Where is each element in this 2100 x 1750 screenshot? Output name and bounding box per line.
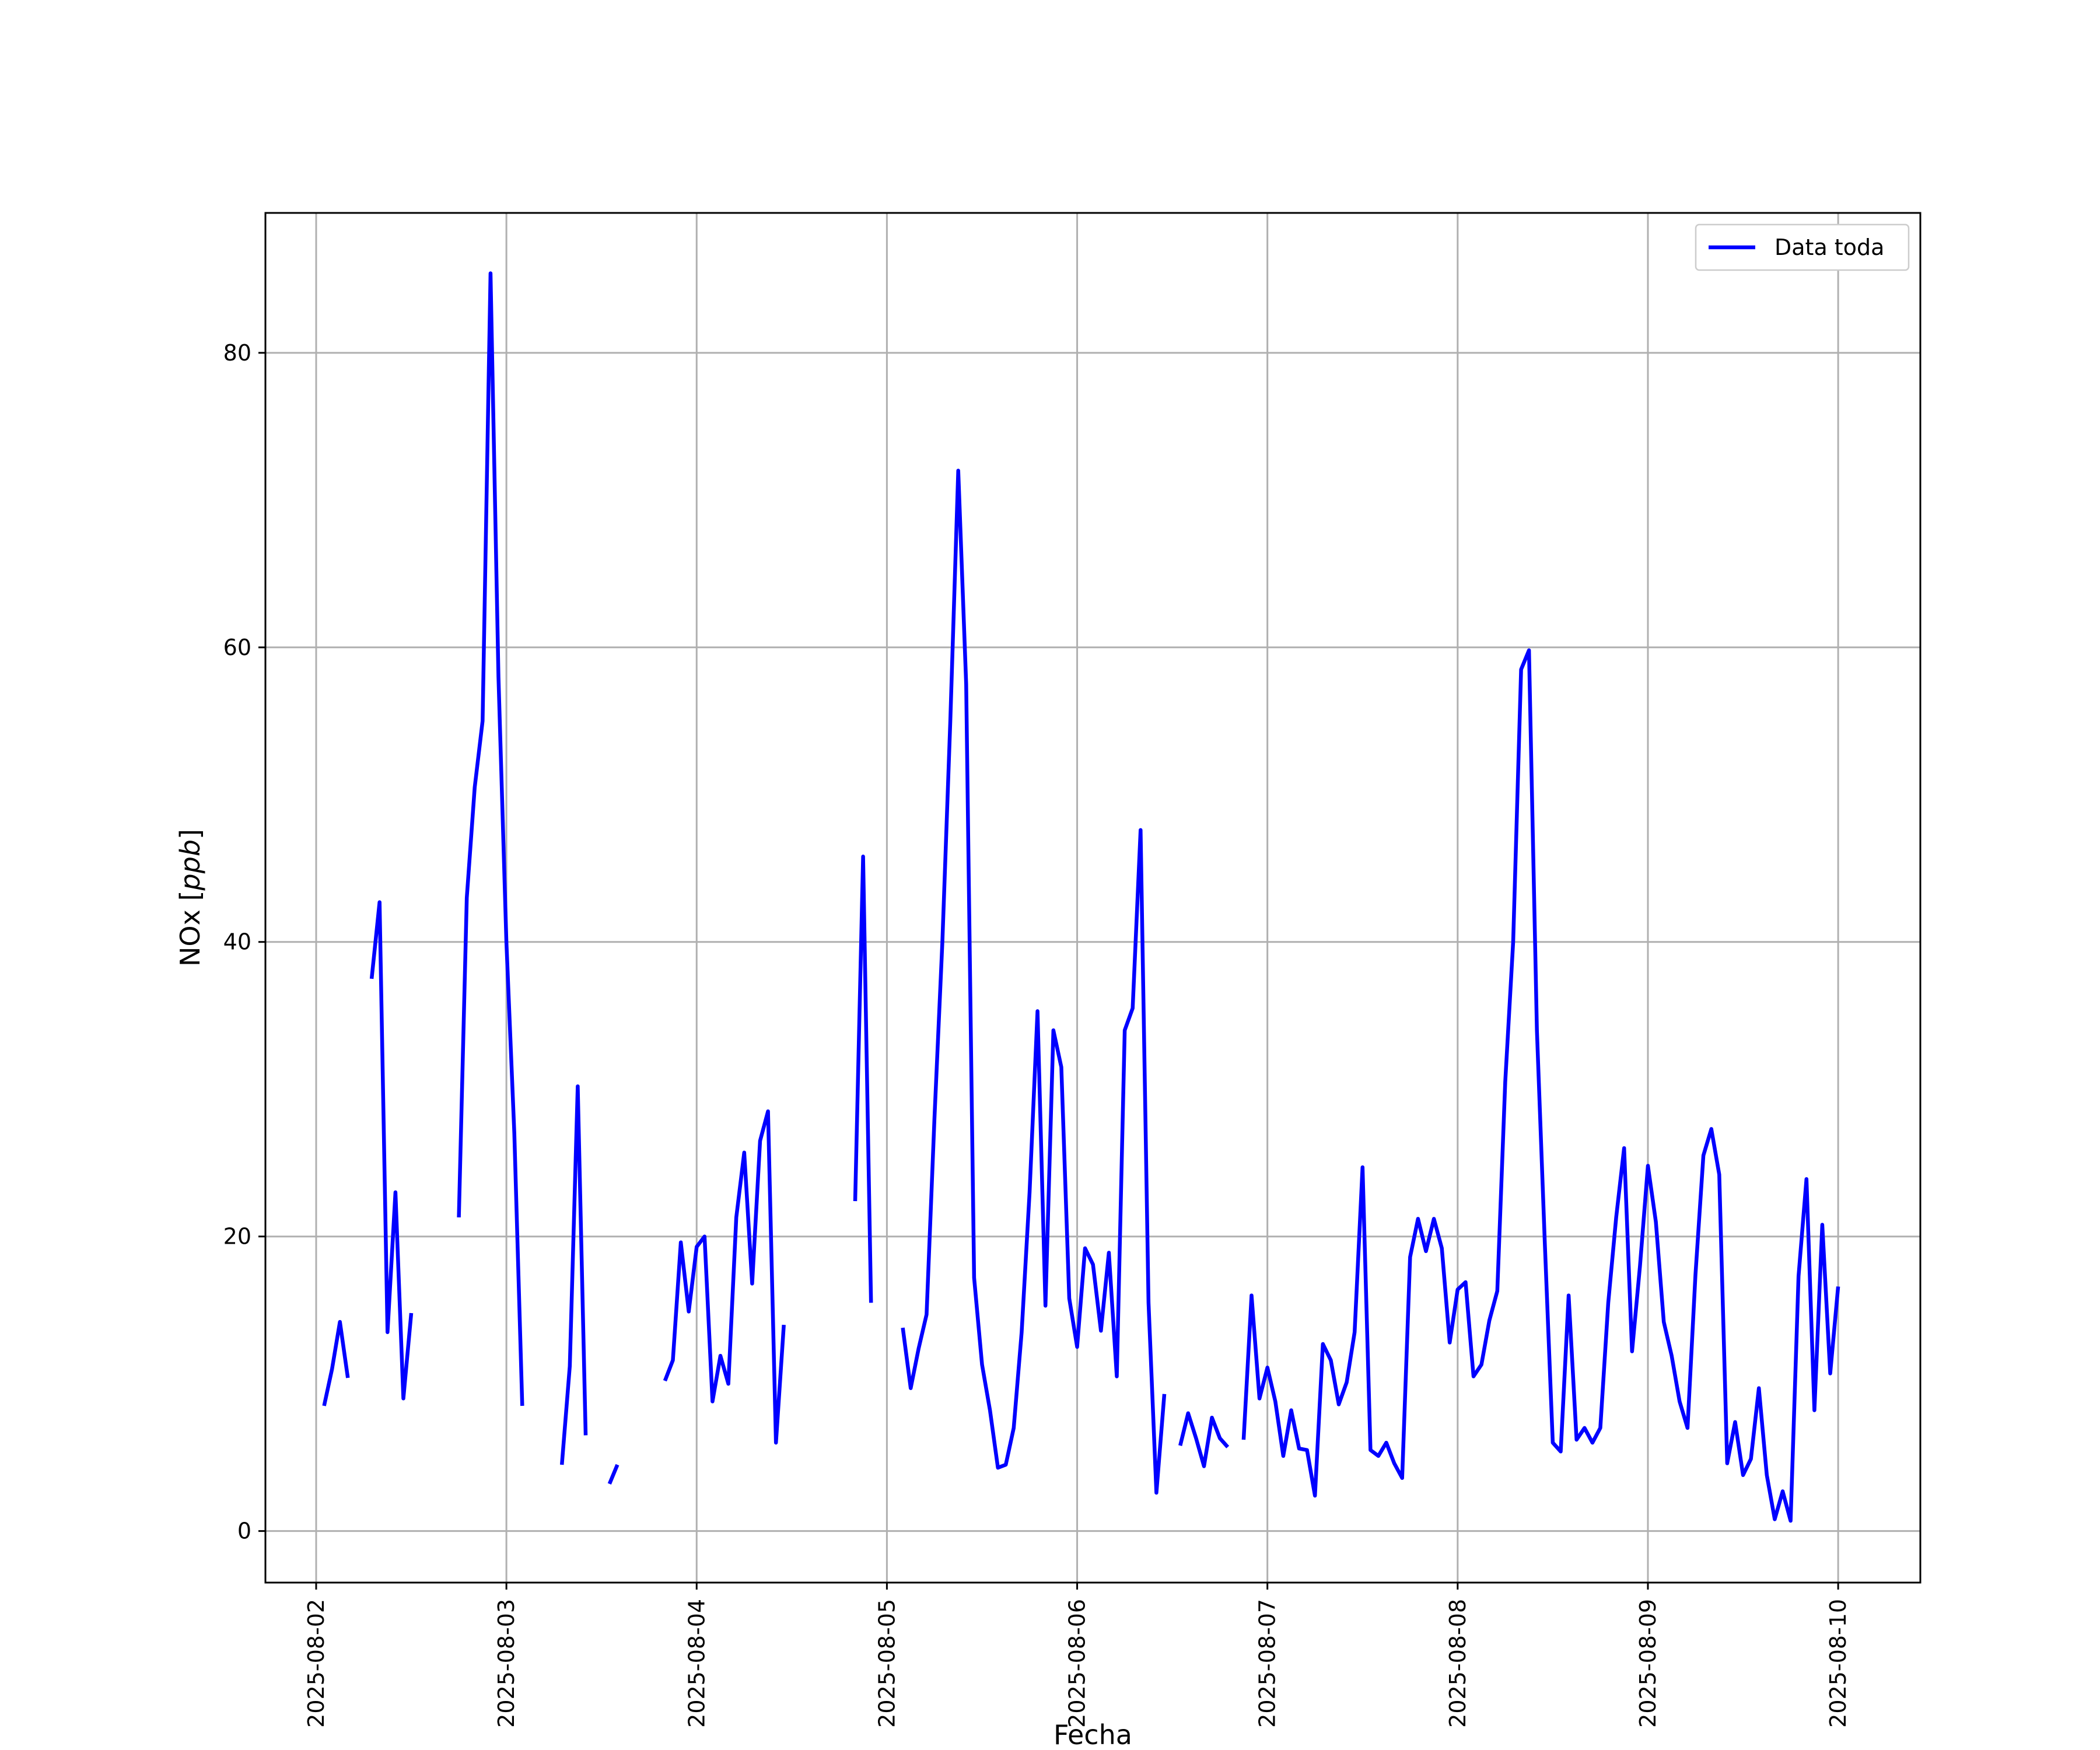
x-tick-label: 2025-08-02	[303, 1599, 329, 1728]
series-line-segment	[322, 1320, 350, 1406]
y-axis-label: NOx [ppb]	[174, 829, 206, 967]
plot-frame	[264, 212, 1922, 1584]
x-tick-label: 2025-08-03	[494, 1599, 519, 1728]
axis-ticks: 2025-08-02 2025-08-03 2025-08-04 2025-08-05…	[223, 340, 1851, 1728]
x-axis-label: Fecha	[1054, 1719, 1132, 1750]
series-line-segment	[901, 468, 1167, 1495]
x-tick-label: 2025-08-04	[684, 1599, 709, 1728]
y-axis-label-suffix: ]	[174, 829, 206, 839]
y-tick-label: 0	[237, 1518, 251, 1544]
x-tick-label: 2025-08-07	[1255, 1599, 1280, 1728]
x-tick-label: 2025-08-09	[1635, 1599, 1661, 1728]
y-axis-label-prefix: NOx [	[174, 891, 206, 967]
x-tick-label: 2025-08-10	[1825, 1599, 1851, 1728]
series-layer	[322, 271, 1840, 1523]
y-tick-label: 20	[223, 1224, 251, 1250]
series-line-segment	[607, 1464, 620, 1485]
legend-box	[1695, 223, 1910, 271]
x-tick-label: 2025-08-08	[1445, 1599, 1471, 1728]
series-line-segment	[1241, 648, 1840, 1523]
series-line-segment	[663, 1109, 786, 1445]
legend-label-data-toda: Data toda	[1774, 235, 1884, 260]
y-tick-label: 80	[223, 340, 251, 366]
y-tick-label: 40	[223, 929, 251, 955]
legend: Data toda	[1695, 223, 1910, 271]
x-tick-label: 2025-08-06	[1065, 1599, 1090, 1728]
series-line-segment	[853, 855, 873, 1303]
series-line-segment	[457, 271, 524, 1406]
series-line-segment	[369, 900, 414, 1401]
series-line-segment	[1178, 1411, 1230, 1468]
series-line-segment	[559, 1084, 588, 1465]
y-axis-label-unit: ppb	[174, 839, 206, 891]
grid	[265, 213, 1920, 1583]
y-tick-label: 60	[223, 635, 251, 660]
x-tick-label: 2025-08-05	[874, 1599, 900, 1728]
